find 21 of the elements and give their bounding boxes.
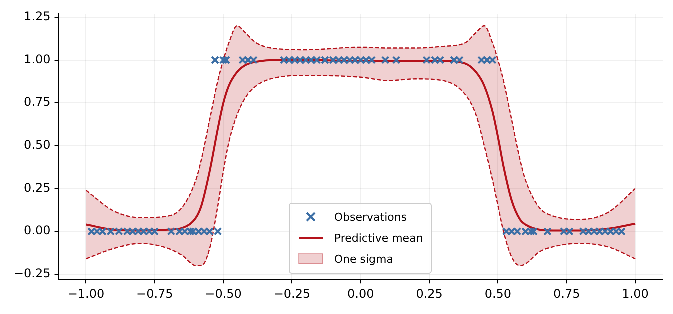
x-tick-label: 0.00 <box>348 286 374 301</box>
y-tick-label: 0.50 <box>24 138 51 152</box>
y-tick-label: 0.00 <box>24 224 51 238</box>
x-tick-label: 0.50 <box>484 286 512 301</box>
x-tick-label: −0.25 <box>274 286 311 301</box>
x-tick-label: 1.00 <box>622 286 649 301</box>
x-tick-label: 0.75 <box>554 286 580 301</box>
x-tick-label: 0.25 <box>416 286 443 301</box>
line-series <box>86 75 636 266</box>
line-series <box>86 25 636 220</box>
x-tick-label: −1.00 <box>68 286 105 301</box>
legend-label: Predictive mean <box>334 232 424 245</box>
y-tick-label: 1.25 <box>24 10 51 24</box>
y-tick-label: −0.25 <box>14 266 51 281</box>
y-tick-label: 0.75 <box>24 95 51 110</box>
x-tick-label: −0.50 <box>205 286 242 301</box>
y-tick-label: 0.25 <box>24 180 51 195</box>
legend-label: One sigma <box>334 252 394 266</box>
y-tick-label: 1.00 <box>24 52 51 66</box>
legend-label: Observations <box>334 210 408 224</box>
x-tick-label: −0.75 <box>136 286 174 301</box>
